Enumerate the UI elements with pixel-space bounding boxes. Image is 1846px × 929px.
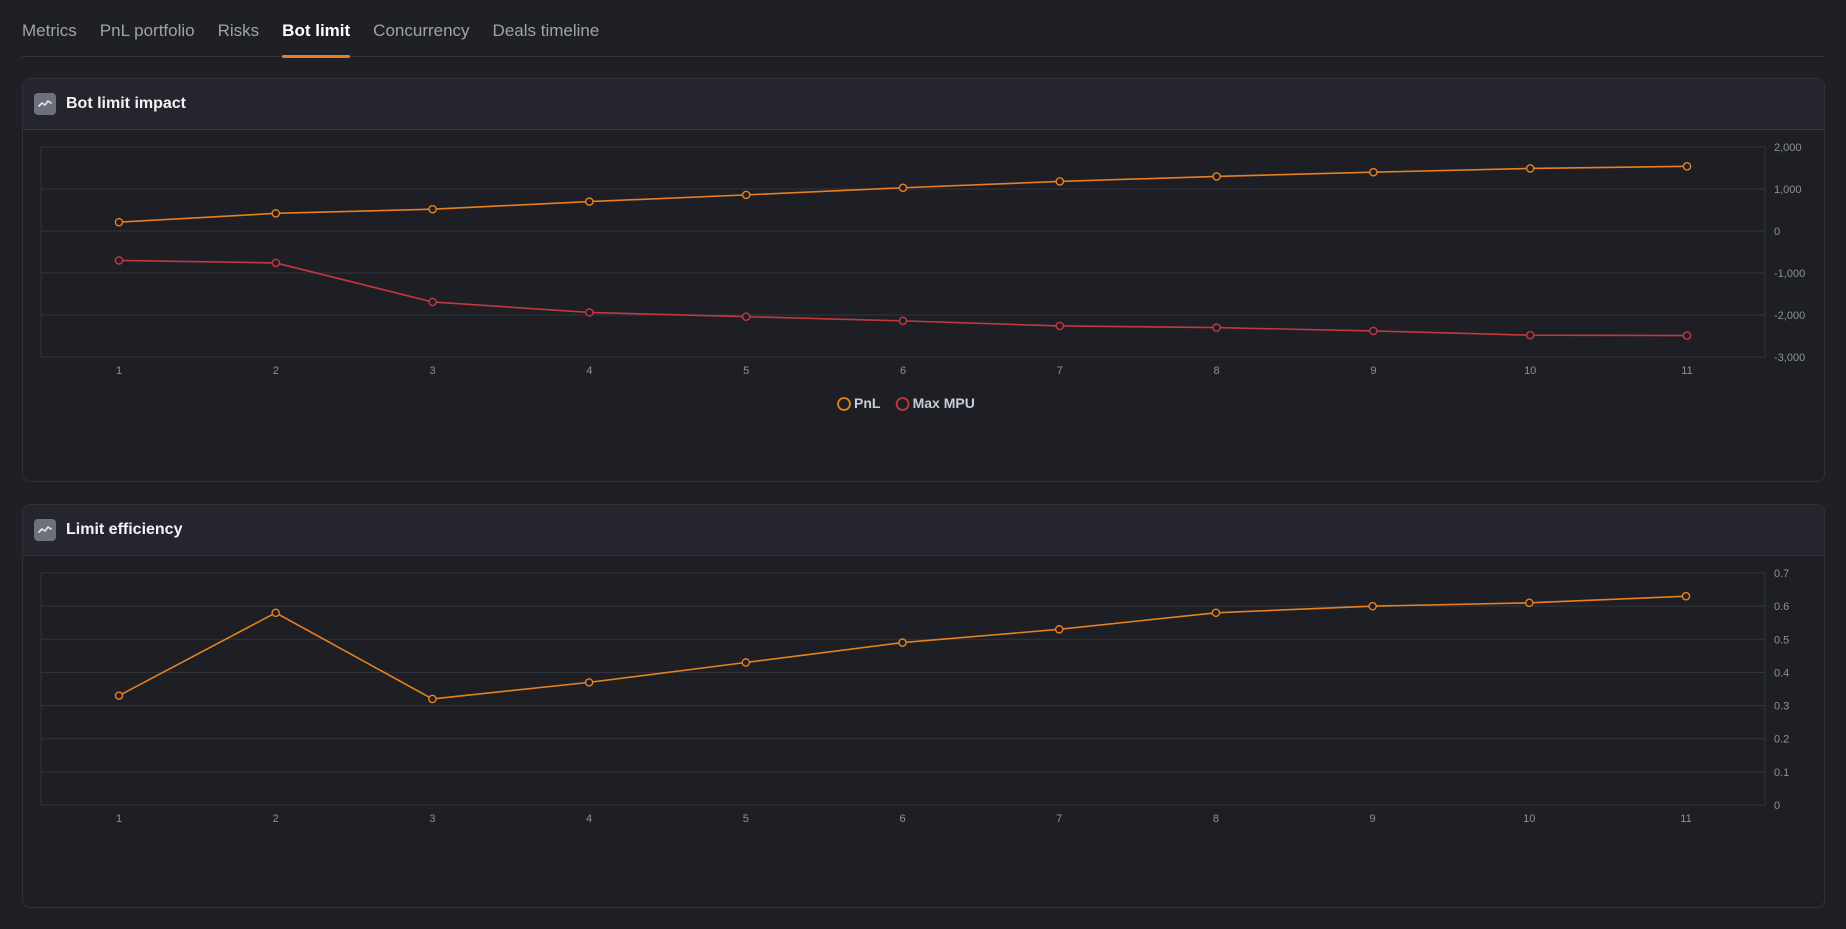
- data-point: [1369, 167, 1378, 177]
- x-tick-label: 8: [1213, 813, 1219, 825]
- y-tick-label: 0.6: [1774, 601, 1789, 613]
- x-tick-label: 6: [900, 365, 906, 377]
- data-point: [1682, 162, 1692, 171]
- x-tick-label: 10: [1523, 813, 1535, 825]
- y-tick-label: 0.3: [1774, 701, 1789, 713]
- y-tick-label: 0.1: [1774, 767, 1789, 779]
- x-tick-label: 3: [430, 365, 436, 377]
- legend-marker: [895, 397, 910, 411]
- x-tick-label: 10: [1524, 365, 1536, 377]
- series-line: [118, 165, 1688, 223]
- data-point: [1369, 326, 1378, 336]
- legend-marker: [837, 397, 851, 411]
- tab-pnl-portfolio[interactable]: PnL portfolio: [99, 21, 195, 40]
- x-tick-label: 8: [1214, 365, 1220, 377]
- data-point: [1054, 625, 1064, 634]
- x-tick-label: 7: [1056, 813, 1062, 825]
- data-point: [1212, 323, 1221, 332]
- panel-header: Bot limit impact: [23, 79, 1824, 130]
- x-tick-label: 1: [116, 365, 122, 377]
- tab-deals-timeline[interactable]: Deals timeline: [492, 21, 600, 40]
- plot-area: [40, 146, 1766, 358]
- data-point: [271, 258, 281, 268]
- data-point: [114, 217, 124, 227]
- plot-area: [40, 572, 1766, 806]
- x-tick-label: 11: [1681, 365, 1692, 377]
- data-point: [1055, 321, 1065, 331]
- legend-label: Max MPU: [913, 395, 975, 411]
- x-tick-label: 9: [1370, 813, 1376, 825]
- tab-concurrency[interactable]: Concurrency: [373, 21, 470, 40]
- x-tick-label: 1: [116, 813, 122, 825]
- bot-limit-impact-panel: Bot limit impact 2,000 1,000 0 -1,000 -2,000…: [22, 78, 1825, 482]
- limit-efficiency-chart: 0.7 0.6 0.5 0.4 0.3 0.2 0.1 0 1 2 3 4 5 6 7 8 9 10 11: [40, 568, 1789, 825]
- x-tick-label: 4: [586, 813, 592, 825]
- y-tick-label: 0: [1774, 226, 1780, 238]
- data-point: [1055, 177, 1065, 186]
- panel-header: Limit efficiency: [23, 505, 1824, 556]
- data-point: [114, 691, 124, 700]
- data-point: [1525, 164, 1535, 173]
- data-point: [271, 209, 281, 218]
- x-tick-label: 11: [1680, 813, 1691, 825]
- panel-title: Limit efficiency: [66, 521, 183, 538]
- x-tick-label: 5: [743, 813, 749, 825]
- series-line: [118, 595, 1687, 700]
- bot-limit-impact-chart: 2,000 1,000 0 -1,000 -2,000 -3,000 1 2 3 4 5 6 7 8 9 10…: [40, 142, 1805, 411]
- data-point: [428, 694, 437, 704]
- tab-metrics[interactable]: Metrics: [22, 21, 77, 40]
- data-point: [898, 316, 908, 326]
- x-tick-label: 6: [899, 813, 905, 825]
- legend-label: PnL: [854, 395, 881, 411]
- y-tick-label: -1,000: [1774, 268, 1805, 280]
- y-tick-label: 0.5: [1774, 634, 1789, 646]
- data-point: [898, 638, 907, 647]
- x-tick-label: 2: [273, 365, 279, 377]
- panel-title: Bot limit impact: [66, 95, 187, 112]
- data-point: [1525, 330, 1535, 340]
- limit-efficiency-panel: Limit efficiency 0.7 0.6 0.5 0.4 0.3 0.2 0.1 0 1…: [22, 504, 1825, 908]
- x-tick-label: 2: [273, 813, 279, 825]
- x-tick-label: 3: [429, 813, 435, 825]
- line-chart-icon: [34, 93, 56, 115]
- data-point: [1682, 331, 1692, 340]
- y-tick-label: 1,000: [1774, 184, 1802, 196]
- y-tick-label: -2,000: [1774, 310, 1805, 322]
- data-point: [585, 308, 594, 317]
- tab-risks[interactable]: Risks: [217, 21, 260, 40]
- data-point: [741, 658, 751, 667]
- y-tick-label: 0.2: [1774, 734, 1789, 746]
- data-point: [1368, 601, 1377, 611]
- data-point: [1525, 598, 1534, 608]
- tab-bar: Metrics PnL portfolio Risks Bot limit Co…: [22, 0, 1824, 58]
- data-point: [741, 190, 751, 200]
- data-point: [741, 312, 751, 321]
- data-point: [1211, 608, 1221, 618]
- x-tick-label: 9: [1370, 365, 1376, 377]
- y-tick-label: 2,000: [1774, 142, 1802, 154]
- x-tick-label: 7: [1057, 365, 1063, 377]
- y-tick-label: 0.4: [1774, 667, 1789, 679]
- data-point: [114, 256, 124, 265]
- x-tick-label: 5: [743, 365, 749, 377]
- line-chart-icon: [34, 519, 56, 541]
- x-tick-label: 4: [586, 365, 592, 377]
- data-point: [585, 197, 594, 206]
- y-tick-label: 0.7: [1774, 568, 1789, 580]
- y-tick-label: 0: [1774, 800, 1780, 812]
- data-point: [584, 678, 594, 687]
- data-point: [1212, 172, 1221, 181]
- y-tick-label: -3,000: [1774, 352, 1805, 364]
- tab-bot-limit[interactable]: Bot limit: [282, 0, 351, 58]
- data-point: [1681, 591, 1691, 601]
- data-point: [898, 183, 908, 193]
- data-point: [271, 608, 280, 618]
- data-point: [428, 204, 437, 214]
- data-point: [428, 297, 437, 307]
